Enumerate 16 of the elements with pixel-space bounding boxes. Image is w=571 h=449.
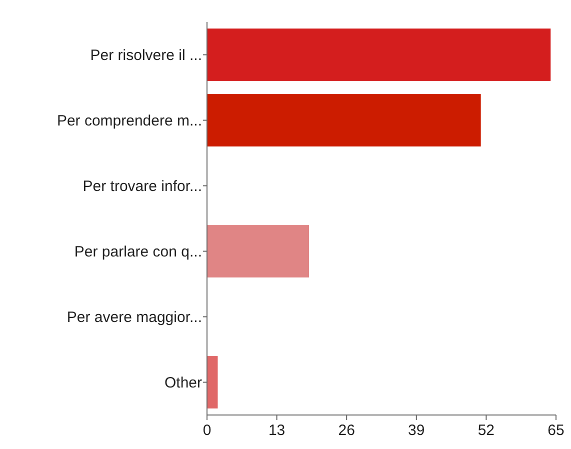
- x-tick-label: 13: [268, 422, 286, 439]
- y-tick-label: Per comprendere m...: [56, 112, 202, 130]
- y-tick-label: Per risolvere il ...: [90, 47, 202, 64]
- x-tick-label: 26: [338, 422, 355, 439]
- x-tick-label: 52: [478, 422, 495, 439]
- x-tick-label: 39: [408, 422, 425, 439]
- bar: [207, 356, 218, 408]
- bar: [207, 28, 551, 81]
- bar: [207, 225, 310, 278]
- x-tick-label: 0: [202, 422, 212, 439]
- y-tick-label: Per trovare infor...: [82, 178, 202, 195]
- bar: [207, 94, 481, 146]
- x-tick-label: 65: [548, 422, 564, 439]
- y-tick-label: Other: [164, 374, 202, 392]
- y-tick-label: Per parlare con q...: [74, 244, 202, 260]
- y-tick-label: Per avere maggior...: [66, 309, 202, 326]
